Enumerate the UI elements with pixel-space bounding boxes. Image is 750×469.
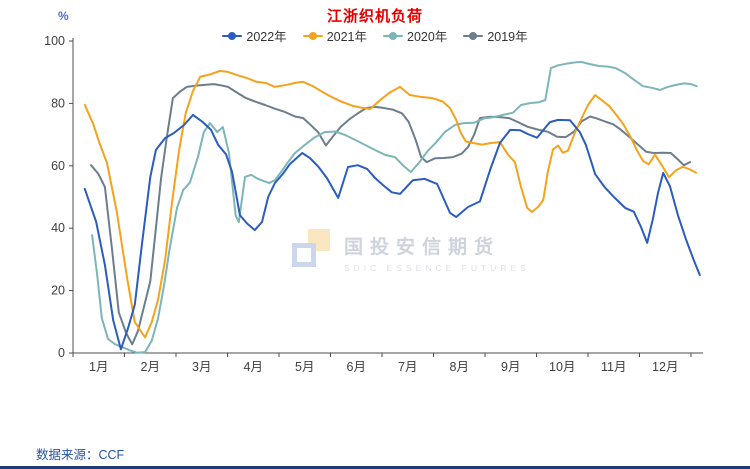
chart-legend: 2022年 2021年 2020年 2019年 [0,26,750,45]
y-axis-tick-label: 0 [58,346,65,360]
x-axis-month-label: 9月 [501,360,520,374]
legend-marker-icon [222,31,243,40]
x-axis-month-label: 3月 [192,360,211,374]
legend-item-2022年[interactable]: 2022年 [222,26,287,45]
y-axis-tick-label: 80 [51,96,65,110]
legend-label: 2021年 [326,30,367,44]
x-axis-month-label: 1月 [89,360,108,374]
x-axis-month-label: 8月 [450,360,469,374]
series-line-2019年 [90,83,691,346]
x-axis-month-label: 5月 [295,360,314,374]
legend-item-2021年[interactable]: 2021年 [302,26,367,45]
bottom-divider [0,466,750,469]
x-axis-month-label: 12月 [652,360,678,374]
y-axis-tick-label: 40 [51,221,65,235]
legend-item-2019年[interactable]: 2019年 [463,26,528,45]
series-line-2020年 [91,60,698,354]
legend-marker-icon [463,31,484,40]
y-axis-unit-label: % [58,9,69,23]
x-axis-month-label: 4月 [244,360,263,374]
y-axis-tick-label: 20 [51,284,65,298]
legend-label: 2019年 [487,30,528,44]
x-axis-month-label: 2月 [141,360,160,374]
legend-label: 2022年 [246,30,287,44]
x-axis-month-label: 6月 [347,360,366,374]
legend-label: 2020年 [407,30,448,44]
x-axis-month-label: 7月 [398,360,417,374]
data-source-label: 数据来源：CCF [36,448,125,462]
y-axis-tick-label: 60 [51,159,65,173]
chart-title: 江浙织机负荷 [326,8,423,25]
y-axis-tick-label: 100 [44,34,65,48]
legend-item-2020年[interactable]: 2020年 [383,26,447,45]
series-line-2021年 [83,70,698,339]
legend-marker-icon [383,31,403,40]
legend-marker-icon [302,31,323,40]
x-axis-month-label: 10月 [549,360,575,374]
series-line-2022年 [83,113,701,351]
plot-area: 0 20 40 60 80 100 1月 2月 3月 4月 5月 6月 7月 8月 9月 10月 11月 12月 [44,34,703,374]
x-axis-month-label: 11月 [601,360,626,374]
